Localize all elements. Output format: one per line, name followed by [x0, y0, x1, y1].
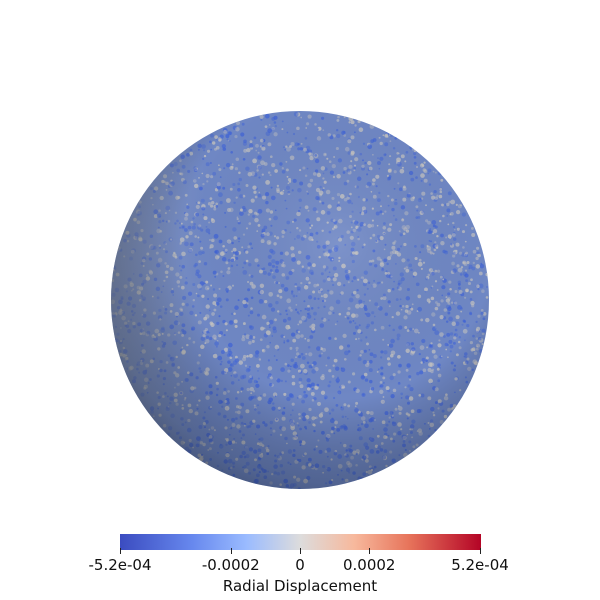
- colorbar-title: Radial Displacement: [222, 577, 378, 595]
- colorbar-tick: [300, 548, 301, 554]
- colorbar-gradient: [120, 534, 481, 550]
- colorbar-tick-label: 0.0002: [342, 556, 396, 574]
- colorbar-tick-label: 0: [295, 556, 305, 574]
- colorbar-tick-label: -0.0002: [201, 556, 260, 574]
- colorbar-tick: [480, 548, 481, 554]
- colorbar-tick: [120, 548, 121, 554]
- colorbar-tick: [230, 548, 232, 554]
- sphere-shading: [111, 111, 489, 489]
- colorbar-tick: [369, 548, 371, 554]
- colorbar-tick-label: 5.2e-04: [451, 556, 509, 574]
- colorbar-tick-label: -5.2e-04: [88, 556, 152, 574]
